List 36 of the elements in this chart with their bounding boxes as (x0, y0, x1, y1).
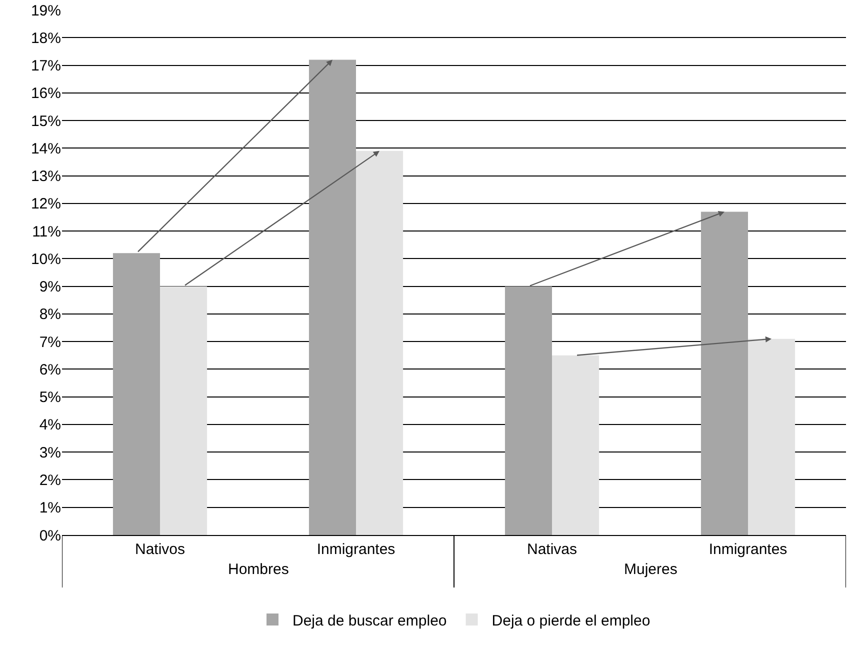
x-tick-label: Nativas (526, 541, 578, 558)
x-tick-label: Inmigrantes (316, 541, 396, 558)
y-tick-label: 14% (30, 140, 61, 158)
y-tick-label: 17% (30, 58, 61, 75)
y-tick-label: 6% (39, 361, 61, 378)
legend-label: Deja de buscar empleo (292, 612, 447, 630)
bar (356, 150, 404, 535)
y-tick-label: 9% (39, 278, 61, 296)
bar (552, 355, 600, 535)
text: Hombres (228, 561, 289, 578)
y-tick-label: 4% (39, 416, 61, 434)
y-tick-label: 1% (39, 500, 61, 517)
y-tick-label: 19% (30, 2, 61, 20)
x-tick-label: Inmigrantes (708, 541, 788, 558)
y-tick-label: 0% (39, 527, 61, 544)
y-tick-label: 7% (39, 334, 61, 351)
bar (308, 60, 356, 535)
bar (112, 253, 160, 535)
x-tick-label: Nativos (134, 541, 186, 558)
bar (160, 286, 208, 535)
y-tick-label: 10% (30, 250, 61, 268)
y-tick-label: 15% (30, 112, 61, 130)
text: Mujeres (624, 561, 678, 578)
y-tick-label: 13% (30, 168, 61, 186)
y-tick-label: 2% (39, 472, 61, 489)
y-tick-label: 16% (30, 85, 61, 102)
bar (748, 338, 796, 535)
y-tick-label: 5% (39, 389, 61, 406)
y-tick-label: 11% (32, 223, 61, 240)
bar (504, 286, 552, 535)
legend-label: Deja o pierde el empleo (492, 612, 650, 630)
y-tick-label: 3% (39, 444, 61, 462)
y-tick-label: 12% (30, 196, 61, 213)
y-tick-label: 18% (30, 30, 61, 47)
y-tick-label: 8% (39, 306, 61, 324)
bar (700, 212, 748, 535)
